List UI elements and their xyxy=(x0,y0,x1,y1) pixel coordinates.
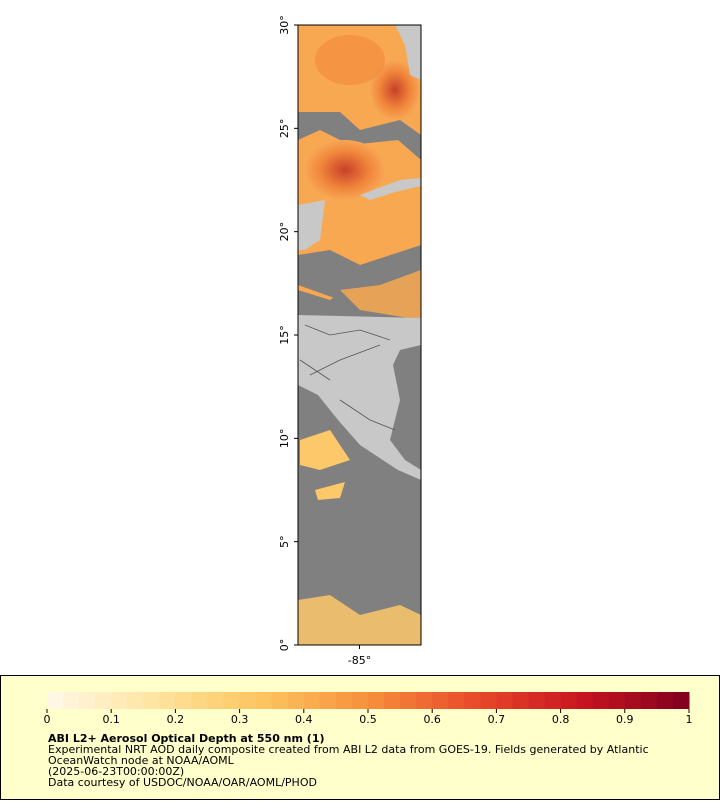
colorbar-segment xyxy=(287,692,305,709)
land xyxy=(360,178,421,200)
colorbar-segment xyxy=(432,692,449,709)
aerosol-patch xyxy=(340,270,421,320)
colorbar-segment xyxy=(560,692,578,709)
colorbar-segment xyxy=(47,692,64,709)
colorbar-segment xyxy=(319,692,337,709)
colorbar-segment xyxy=(79,692,96,709)
aerosol-core xyxy=(315,35,385,85)
caption-line: (2025-06-23T00:00:00Z) xyxy=(48,765,184,778)
colorbar-segment xyxy=(175,692,192,709)
colorbar-tick-label: 0.1 xyxy=(102,713,120,726)
colorbar-segment xyxy=(384,692,401,709)
y-tick-label: 15° xyxy=(278,325,291,345)
colorbar-segment xyxy=(672,692,690,709)
colorbar-segment xyxy=(576,692,594,709)
colorbar-segment xyxy=(640,692,658,709)
colorbar-segment xyxy=(528,692,546,709)
caption-title: ABI L2+ Aerosol Optical Depth at 550 nm … xyxy=(48,732,325,745)
colorbar-tick-label: 1 xyxy=(686,713,693,726)
y-tick-label: 20° xyxy=(278,222,291,242)
colorbar-segment xyxy=(512,692,529,709)
colorbar-segment xyxy=(592,692,610,709)
y-tick-label: 5° xyxy=(278,535,291,548)
colorbar-segment xyxy=(368,692,385,709)
colorbar-segment xyxy=(255,692,273,709)
colorbar-segment xyxy=(95,692,112,709)
colorbar-tick-label: 0.3 xyxy=(231,713,249,726)
colorbar-tick-label: 0 xyxy=(44,713,51,726)
colorbar-segment xyxy=(656,692,674,709)
colorbar-segment xyxy=(143,692,160,709)
colorbar-segment xyxy=(400,692,417,709)
aerosol-patch xyxy=(300,430,350,470)
colorbar-segment xyxy=(416,692,433,709)
y-tick-label: 10° xyxy=(278,429,291,449)
colorbar-tick-label: 0.9 xyxy=(616,713,634,726)
colorbar-segment xyxy=(191,692,208,709)
map-image xyxy=(298,25,421,645)
colorbar-segment xyxy=(207,692,225,709)
y-tick-label: 25° xyxy=(278,119,291,139)
colorbar-segment xyxy=(351,692,369,709)
colorbar-segment xyxy=(448,692,465,709)
colorbar-tick-label: 0.8 xyxy=(552,713,570,726)
land xyxy=(395,25,421,80)
colorbar-segment xyxy=(271,692,289,709)
colorbar-tick-label: 0.6 xyxy=(423,713,441,726)
land xyxy=(298,315,421,480)
colorbar-segment xyxy=(303,692,321,709)
colorbar-segment xyxy=(223,692,241,709)
aerosol-core xyxy=(305,140,385,200)
clear-ocean xyxy=(298,112,421,160)
colorbar-segment xyxy=(63,692,80,709)
colorbar-tick-label: 0.5 xyxy=(359,713,377,726)
colorbar-segment xyxy=(239,692,257,709)
caption-line: OceanWatch node at NOAA/AOML xyxy=(48,754,235,767)
aerosol-patch xyxy=(315,482,345,500)
colorbar-segment xyxy=(159,692,176,709)
colorbar-segment xyxy=(111,692,128,709)
colorbar-segment xyxy=(335,692,353,709)
colorbar-segment xyxy=(624,692,642,709)
y-tick-label: 0° xyxy=(278,639,291,652)
land xyxy=(298,200,325,250)
colorbar-segment xyxy=(480,692,497,709)
borders xyxy=(299,324,396,431)
caption-line: Experimental NRT AOD daily composite cre… xyxy=(48,743,649,756)
colorbar-segment xyxy=(496,692,513,709)
x-tick-label: -85° xyxy=(348,654,371,667)
y-tick-label: 30° xyxy=(278,15,291,35)
caption-line: Data courtesy of USDOC/NOAA/OAR/AOML/PHO… xyxy=(48,776,317,789)
aerosol-core xyxy=(370,60,420,120)
colorbar-segment xyxy=(544,692,562,709)
colorbar-segment xyxy=(464,692,481,709)
colorbar-segment xyxy=(608,692,626,709)
aerosol-patch xyxy=(298,595,421,645)
colorbar-tick-label: 0.7 xyxy=(488,713,506,726)
colorbar-tick-label: 0.2 xyxy=(167,713,185,726)
colorbar-segment xyxy=(127,692,144,709)
colorbar-tick-label: 0.4 xyxy=(295,713,313,726)
